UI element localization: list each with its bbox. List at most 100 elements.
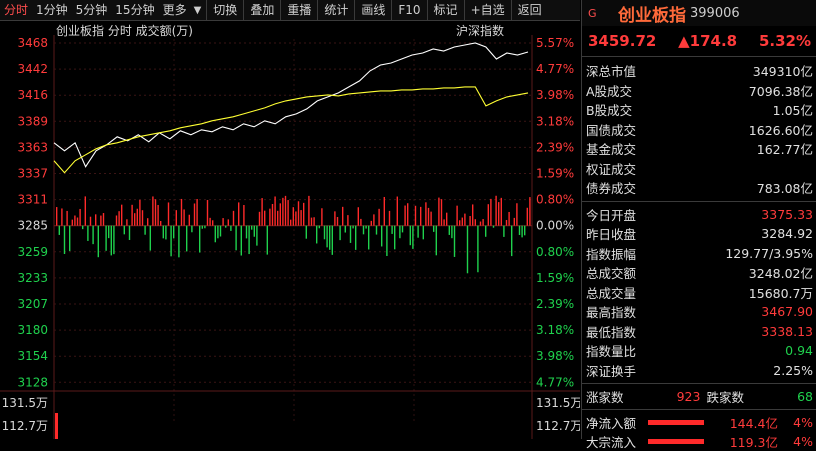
stat-value: 1626.60亿 xyxy=(748,122,813,138)
breadth-bar xyxy=(144,225,146,235)
chart-legend-overlay: 沪深指数 xyxy=(456,23,504,38)
breadth-bar xyxy=(173,225,175,239)
breadth-bar xyxy=(399,225,401,239)
stat-row: 指数振幅 129.77/3.95% xyxy=(582,244,816,264)
draw-line-button[interactable]: 画线 xyxy=(361,3,386,17)
breadth-bar xyxy=(113,225,115,255)
breadth-bar xyxy=(386,225,388,257)
breadth-bar xyxy=(123,225,125,235)
volume-tick-label: 112.7万 xyxy=(536,419,580,433)
breadth-bar xyxy=(490,198,492,226)
breadth-bar xyxy=(308,195,310,226)
tab-15min[interactable]: 15分钟 xyxy=(115,3,155,17)
switch-button[interactable]: 切换 xyxy=(213,3,238,17)
price-tick-label: 3337 xyxy=(17,167,48,181)
stat-value: 2.25% xyxy=(773,362,813,378)
breadth-bar xyxy=(193,203,196,226)
breadth-bar xyxy=(66,210,68,226)
breadth-bar xyxy=(82,225,84,230)
breadth-bar xyxy=(136,208,138,226)
breadth-bar xyxy=(199,225,201,253)
add-watchlist-button[interactable]: +自选 xyxy=(470,3,505,17)
breadth-bar xyxy=(368,225,370,250)
pct-tick-label: 1.59% xyxy=(536,271,574,285)
breadth-bar xyxy=(128,225,131,240)
index-code: 399006 xyxy=(690,5,740,21)
decline-count: 68 xyxy=(797,389,813,404)
breadth-bar xyxy=(87,225,89,241)
breadth-bar xyxy=(378,208,380,226)
breadth-bar xyxy=(479,221,482,226)
breadth-bar xyxy=(95,214,97,226)
back-button[interactable]: 返回 xyxy=(517,3,542,17)
overlay-button[interactable]: 叠加 xyxy=(250,3,275,17)
volume-tick-label: 131.5万 xyxy=(536,396,580,410)
breadth-bar xyxy=(253,225,255,237)
breadth-bar xyxy=(474,219,476,226)
breadth-bar xyxy=(232,210,235,226)
f10-button[interactable]: F10 xyxy=(398,3,421,17)
tab-timeshare[interactable]: 分时 xyxy=(4,3,29,17)
last-price: 3459.72 xyxy=(588,32,657,50)
breadth-bar xyxy=(303,202,305,226)
price-tick-label: 3363 xyxy=(17,140,48,154)
market-stats: 深总市值 349310亿 A股成交 7096.38亿 B股成交 1.05亿 国债成交 1626… xyxy=(582,57,816,198)
breadth-bar xyxy=(443,219,445,226)
breadth-bar xyxy=(498,202,500,226)
breadth-bar xyxy=(61,208,63,226)
pct-tick-label: 5.57% xyxy=(536,36,574,50)
breadth-bar xyxy=(69,225,71,252)
breadth-bar xyxy=(160,220,162,226)
block-inflow-bar xyxy=(648,439,704,444)
breadth-bar xyxy=(105,225,107,251)
tab-1min[interactable]: 1分钟 xyxy=(36,3,68,17)
price-tick-label: 3259 xyxy=(17,245,48,259)
breadth-bar xyxy=(178,225,180,258)
breadth-bar xyxy=(331,225,333,255)
breadth-bar xyxy=(206,200,209,226)
breadth-bar xyxy=(318,225,320,229)
breadth-bar xyxy=(74,215,76,226)
breadth-bar xyxy=(277,210,279,226)
breadth-bar xyxy=(391,225,393,234)
breadth-bar xyxy=(360,218,362,226)
stat-label: B股成交 xyxy=(586,103,633,119)
breadth-bar xyxy=(175,210,177,226)
breadth-bar xyxy=(435,225,437,256)
pct-tick-label: 3.18% xyxy=(536,323,574,337)
intraday-chart-svg[interactable]: 3468 5.57% 3442 4.77% 3416 3.98% 3389 3.18% 3363… xyxy=(0,21,582,439)
intraday-chart[interactable]: 3468 5.57% 3442 4.77% 3416 3.98% 3389 3.18% 3363… xyxy=(0,21,582,439)
breadth-bar xyxy=(139,199,141,226)
breadth-bar xyxy=(204,225,206,229)
price-tick-label: 3442 xyxy=(17,62,48,76)
panel-header: G 创业板指 399006 xyxy=(582,0,816,26)
divider xyxy=(280,0,282,20)
mark-button[interactable]: 标记 xyxy=(433,3,458,17)
tab-5min[interactable]: 5分钟 xyxy=(75,3,108,17)
breadth-bar xyxy=(162,225,164,239)
stat-label: 基金成交 xyxy=(586,142,637,158)
breadth-bar xyxy=(201,225,203,229)
breadth-bar xyxy=(438,197,440,226)
breadth-bar xyxy=(347,215,349,226)
chart-legend: 创业板指 分时 成交额(万) xyxy=(56,23,193,38)
chevron-down-icon[interactable]: ▼ xyxy=(193,4,202,16)
divider xyxy=(582,200,816,202)
breadth-bar xyxy=(256,225,258,246)
market-mark: G xyxy=(588,6,597,20)
stat-label: 总成交量 xyxy=(586,285,637,301)
breadth-bar xyxy=(271,203,274,226)
breadth-bar xyxy=(365,225,367,229)
tab-more[interactable]: 更多 xyxy=(162,3,187,17)
breadth-bar xyxy=(225,225,227,228)
replay-button[interactable]: 重播 xyxy=(287,3,312,17)
breadth-bar xyxy=(219,225,222,237)
stats-button[interactable]: 统计 xyxy=(324,3,349,17)
period-toolbar: 分时 1分钟 5分钟 15分钟 更多 ▼ 切换 叠加 重播 统计 画线 F10 … xyxy=(0,0,580,21)
index-stats: 今日开盘 3375.33 昨日收盘 3284.92 指数振幅 129.77/3.95% 总成… xyxy=(582,205,816,381)
breadth-bar xyxy=(227,219,229,226)
breadth-bar xyxy=(240,225,242,256)
pct-tick-label: 3.98% xyxy=(536,88,574,102)
breadth-bar xyxy=(110,225,112,256)
pct-tick-label: 1.59% xyxy=(536,167,574,181)
